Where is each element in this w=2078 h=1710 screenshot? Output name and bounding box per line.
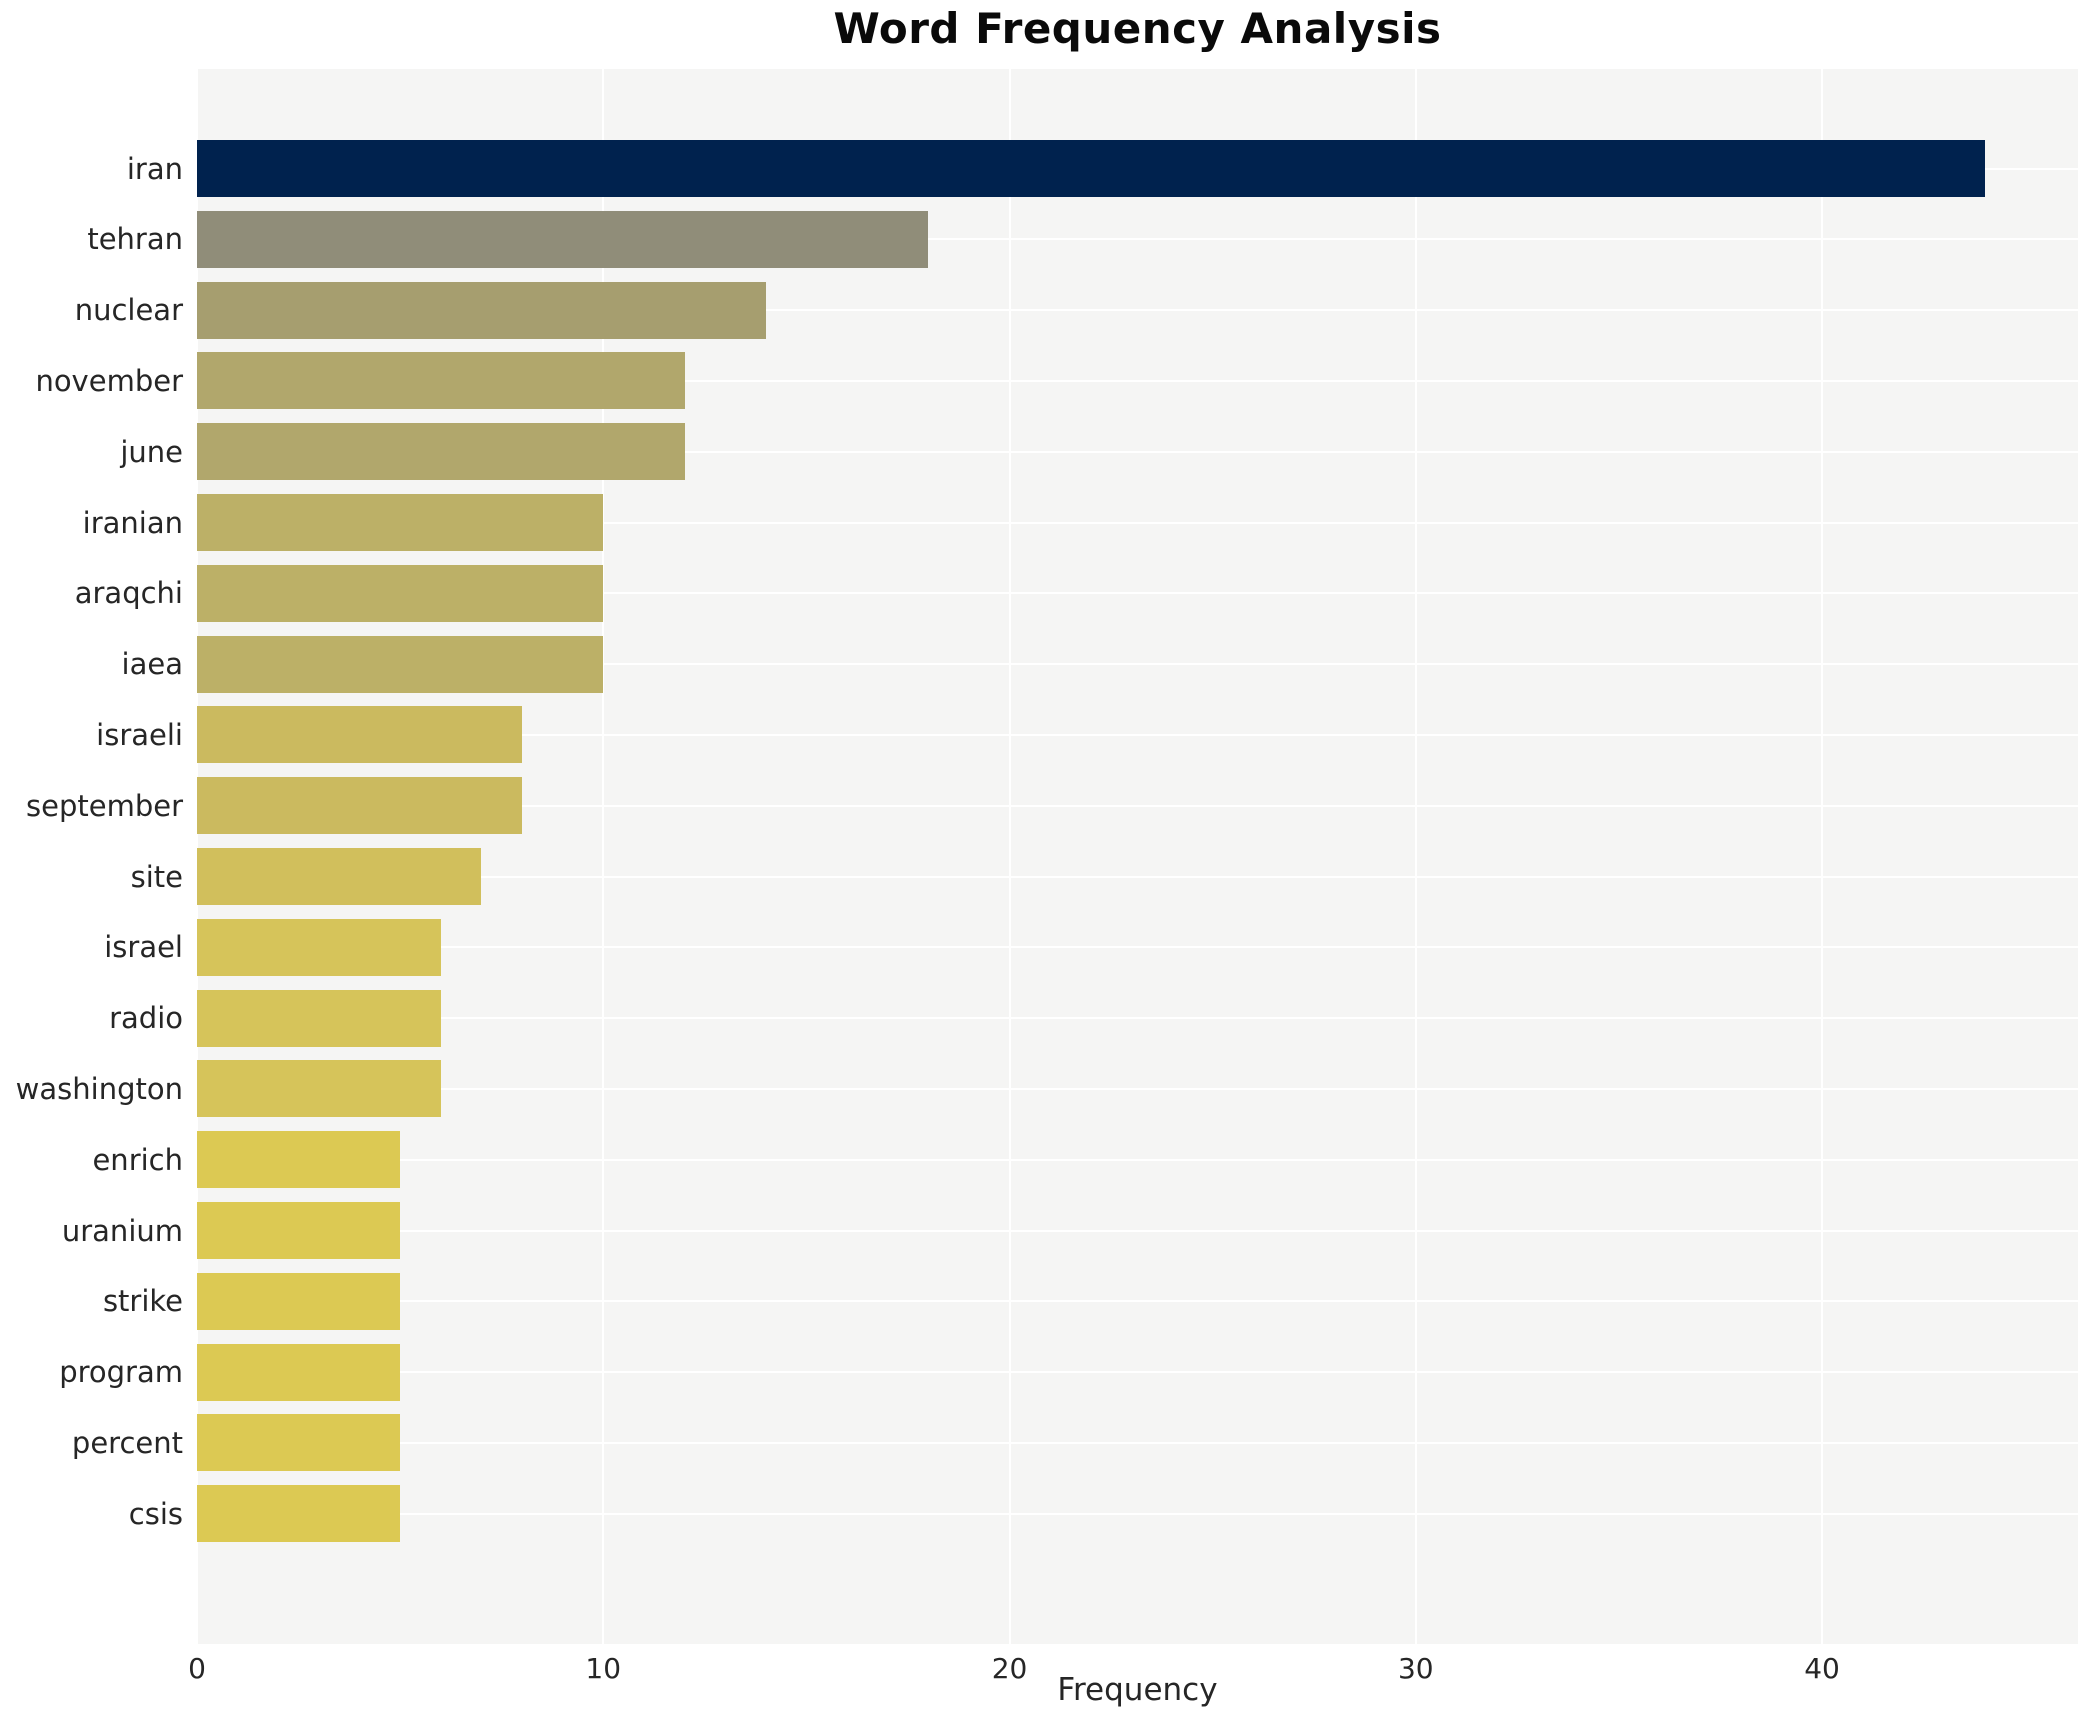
y-tick-label-enrich: enrich (92, 1142, 183, 1177)
y-tick-label-site: site (130, 859, 183, 894)
vertical-gridline-10 (602, 69, 605, 1644)
plot-area (197, 69, 2078, 1644)
horizontal-gridline-nuclear (197, 309, 2078, 312)
y-tick-label-program: program (59, 1355, 183, 1390)
horizontal-gridline-september (197, 804, 2078, 807)
y-tick-label-uranium: uranium (61, 1213, 183, 1248)
bar-percent (197, 1414, 401, 1472)
bar-uranium (197, 1202, 401, 1259)
y-tick-label-iran: iran (126, 151, 183, 186)
y-tick-label-strike: strike (102, 1284, 183, 1319)
x-tick-label-30: 30 (1397, 1652, 1434, 1685)
y-tick-label-percent: percent (71, 1425, 183, 1460)
horizontal-gridline-uranium (197, 1229, 2078, 1232)
horizontal-gridline-june (197, 450, 2078, 453)
y-tick-label-iaea: iaea (121, 647, 183, 682)
bar-enrich (197, 1131, 401, 1189)
horizontal-gridline-radio (197, 1017, 2078, 1020)
horizontal-gridline-iaea (197, 663, 2078, 666)
horizontal-gridline-araqchi (197, 592, 2078, 595)
y-tick-label-israeli: israeli (96, 717, 183, 752)
horizontal-gridline-israel (197, 946, 2078, 949)
y-tick-label-csis: csis (128, 1496, 183, 1531)
vertical-gridline-40 (1821, 69, 1824, 1644)
bar-nuclear (197, 281, 766, 339)
y-tick-label-nuclear: nuclear (74, 293, 183, 328)
horizontal-gridline-iranian (197, 521, 2078, 524)
vertical-gridline-20 (1008, 69, 1011, 1644)
bar-israeli (197, 706, 522, 764)
bar-israel (197, 918, 441, 976)
bar-washington (197, 1060, 441, 1118)
horizontal-gridline-november (197, 379, 2078, 382)
bar-program (197, 1343, 401, 1401)
bar-june (197, 423, 685, 481)
horizontal-gridline-program (197, 1371, 2078, 1374)
x-tick-label-10: 10 (585, 1652, 622, 1685)
y-tick-label-september: september (26, 788, 183, 823)
x-tick-label-0: 0 (188, 1652, 206, 1685)
y-tick-label-tehran: tehran (87, 222, 183, 257)
y-tick-label-israel: israel (104, 930, 183, 965)
horizontal-gridline-tehran (197, 238, 2078, 241)
bar-november (197, 352, 685, 410)
bar-csis (197, 1485, 401, 1543)
bar-strike (197, 1272, 401, 1330)
y-tick-label-araqchi: araqchi (74, 576, 183, 611)
bar-radio (197, 989, 441, 1047)
bar-september (197, 777, 522, 835)
bar-iran (197, 140, 1985, 197)
chart-title: Word Frequency Analysis (833, 4, 1442, 53)
horizontal-gridline-enrich (197, 1158, 2078, 1161)
horizontal-gridline-israeli (197, 733, 2078, 736)
bar-site (197, 848, 482, 905)
horizontal-gridline-washington (197, 1087, 2078, 1090)
x-tick-label-20: 20 (991, 1652, 1028, 1685)
x-axis-label: Frequency (1057, 1672, 1218, 1708)
y-tick-label-november: november (35, 363, 183, 398)
vertical-gridline-30 (1414, 69, 1417, 1644)
y-tick-label-radio: radio (109, 1001, 183, 1036)
horizontal-gridline-csis (197, 1512, 2078, 1515)
y-tick-label-june: june (120, 434, 183, 469)
bar-iaea (197, 635, 604, 693)
y-tick-label-iranian: iranian (82, 505, 183, 540)
horizontal-gridline-percent (197, 1441, 2078, 1444)
bar-tehran (197, 210, 929, 268)
horizontal-gridline-strike (197, 1300, 2078, 1303)
x-tick-label-40: 40 (1804, 1652, 1840, 1685)
horizontal-gridline-site (197, 875, 2078, 878)
y-tick-label-washington: washington (15, 1071, 183, 1106)
bar-araqchi (197, 564, 604, 622)
bar-iranian (197, 494, 604, 551)
